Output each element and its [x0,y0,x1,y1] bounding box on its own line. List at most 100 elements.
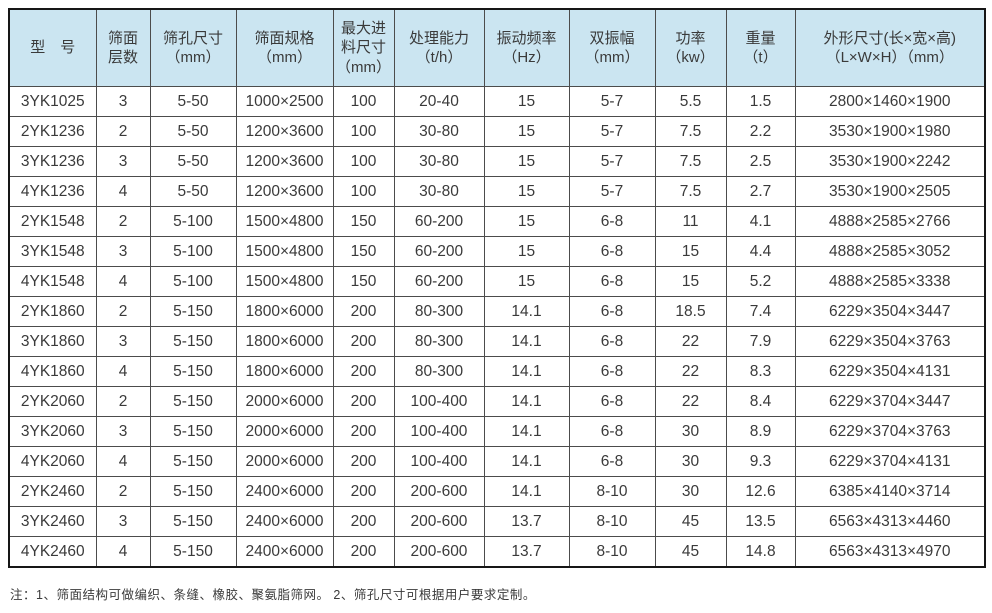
table-row: 2YK1236 2 5-50 1200×3600 100 30-80 15 5-7 7.5 2.2… [8,116,986,147]
cell-layers: 2 [95,386,151,417]
cell-capacity: 60-200 [393,206,485,237]
cell-model: 3YK1548 [8,236,97,267]
table-row: 3YK2460 3 5-150 2400×6000 200 200-600 13.7 8-10… [8,506,986,537]
cell-frequency: 14.1 [483,446,570,477]
table-row: 4YK1236 4 5-50 1200×3600 100 30-80 15 5-7 7.5 2.7… [8,176,986,207]
cell-weight: 7.9 [725,326,796,357]
column-header-mesh-size: 筛孔尺寸 （mm） [149,8,237,87]
table-row: 2YK1548 2 5-100 1500×4800 150 60-200 15 6-8 11 4.… [8,206,986,237]
cell-frequency: 13.7 [483,506,570,537]
cell-capacity: 30-80 [393,146,485,177]
table-row: 2YK2460 2 5-150 2400×6000 200 200-600 14.1 8-10… [8,476,986,507]
cell-screen-spec: 1800×6000 [235,326,334,357]
cell-amplitude: 6-8 [568,416,656,447]
cell-frequency: 15 [483,266,570,297]
cell-weight: 4.4 [725,236,796,267]
cell-weight: 2.5 [725,146,796,177]
cell-weight: 8.9 [725,416,796,447]
cell-max-feed-size: 200 [332,446,395,477]
cell-dimensions: 6229×3704×3447 [794,386,986,417]
column-header-dimensions: 外形尺寸(长×宽×高) （L×W×H）（mm） [794,8,986,87]
cell-frequency: 14.1 [483,386,570,417]
cell-capacity: 200-600 [393,506,485,537]
table-head: 型 号筛面 层数 筛孔尺寸 （mm） 筛面规格 （mm） 最大进 料尺寸 （mm） 处理… [8,8,986,87]
column-header-max-feed-size: 最大进 料尺寸 （mm） [332,8,395,87]
cell-max-feed-size: 200 [332,296,395,327]
cell-max-feed-size: 150 [332,236,395,267]
table-row: 3YK1548 3 5-100 1500×4800 150 60-200 15 6-8 15 4.… [8,236,986,267]
cell-weight: 4.1 [725,206,796,237]
table-row: 3YK1860 3 5-150 1800×6000 200 80-300 14.1 6-8 22… [8,326,986,357]
cell-max-feed-size: 200 [332,356,395,387]
cell-screen-spec: 1000×2500 [235,86,334,117]
cell-weight: 2.7 [725,176,796,207]
cell-dimensions: 3530×1900×1980 [794,116,986,147]
column-header-weight: 重量 （t） [725,8,796,87]
cell-screen-spec: 2000×6000 [235,446,334,477]
cell-max-feed-size: 100 [332,146,395,177]
cell-max-feed-size: 200 [332,476,395,507]
table-row: 2YK1860 2 5-150 1800×6000 200 80-300 14.1 6-8 18… [8,296,986,327]
cell-screen-spec: 2000×6000 [235,416,334,447]
cell-layers: 3 [95,416,151,447]
cell-frequency: 15 [483,236,570,267]
cell-mesh-size: 5-50 [149,86,237,117]
cell-dimensions: 3530×1900×2505 [794,176,986,207]
cell-mesh-size: 5-150 [149,446,237,477]
cell-max-feed-size: 100 [332,176,395,207]
table-row: 4YK1548 4 5-100 1500×4800 150 60-200 15 6-8 15 5.… [8,266,986,297]
cell-dimensions: 3530×1900×2242 [794,146,986,177]
cell-power: 22 [654,356,727,387]
table-body: 3YK1025 3 5-50 1000×2500 100 20-40 15 5-7 5.5 1.5… [8,86,986,568]
cell-capacity: 30-80 [393,116,485,147]
cell-max-feed-size: 200 [332,536,395,568]
cell-model: 3YK1860 [8,326,97,357]
cell-frequency: 15 [483,116,570,147]
cell-amplitude: 5-7 [568,86,656,117]
cell-power: 15 [654,266,727,297]
cell-layers: 2 [95,206,151,237]
cell-mesh-size: 5-50 [149,146,237,177]
cell-amplitude: 6-8 [568,266,656,297]
cell-layers: 3 [95,86,151,117]
cell-model: 2YK2060 [8,386,97,417]
cell-frequency: 14.1 [483,416,570,447]
cell-max-feed-size: 150 [332,206,395,237]
column-header-capacity: 处理能力 （t/h） [393,8,485,87]
cell-layers: 4 [95,176,151,207]
cell-weight: 7.4 [725,296,796,327]
cell-mesh-size: 5-100 [149,236,237,267]
spec-table: 型 号筛面 层数 筛孔尺寸 （mm） 筛面规格 （mm） 最大进 料尺寸 （mm） 处理… [8,8,986,568]
cell-mesh-size: 5-150 [149,326,237,357]
cell-capacity: 60-200 [393,236,485,267]
cell-screen-spec: 1200×3600 [235,146,334,177]
cell-screen-spec: 1500×4800 [235,266,334,297]
cell-model: 4YK1236 [8,176,97,207]
cell-capacity: 100-400 [393,416,485,447]
cell-dimensions: 6229×3704×4131 [794,446,986,477]
cell-frequency: 15 [483,206,570,237]
table-row: 3YK2060 3 5-150 2000×6000 200 100-400 14.1 6-8 3… [8,416,986,447]
cell-model: 2YK1548 [8,206,97,237]
cell-model: 3YK1025 [8,86,97,117]
cell-max-feed-size: 100 [332,116,395,147]
cell-dimensions: 6385×4140×3714 [794,476,986,507]
cell-amplitude: 6-8 [568,386,656,417]
cell-mesh-size: 5-150 [149,476,237,507]
cell-mesh-size: 5-150 [149,536,237,568]
column-header-amplitude: 双振幅 （mm） [568,8,656,87]
cell-power: 30 [654,476,727,507]
cell-weight: 13.5 [725,506,796,537]
cell-capacity: 20-40 [393,86,485,117]
cell-model: 2YK2460 [8,476,97,507]
cell-screen-spec: 1500×4800 [235,236,334,267]
cell-screen-spec: 2400×6000 [235,506,334,537]
cell-layers: 4 [95,446,151,477]
cell-layers: 3 [95,506,151,537]
cell-power: 7.5 [654,146,727,177]
cell-dimensions: 6229×3504×3763 [794,326,986,357]
cell-dimensions: 4888×2585×3338 [794,266,986,297]
cell-layers: 4 [95,536,151,568]
cell-power: 45 [654,536,727,568]
